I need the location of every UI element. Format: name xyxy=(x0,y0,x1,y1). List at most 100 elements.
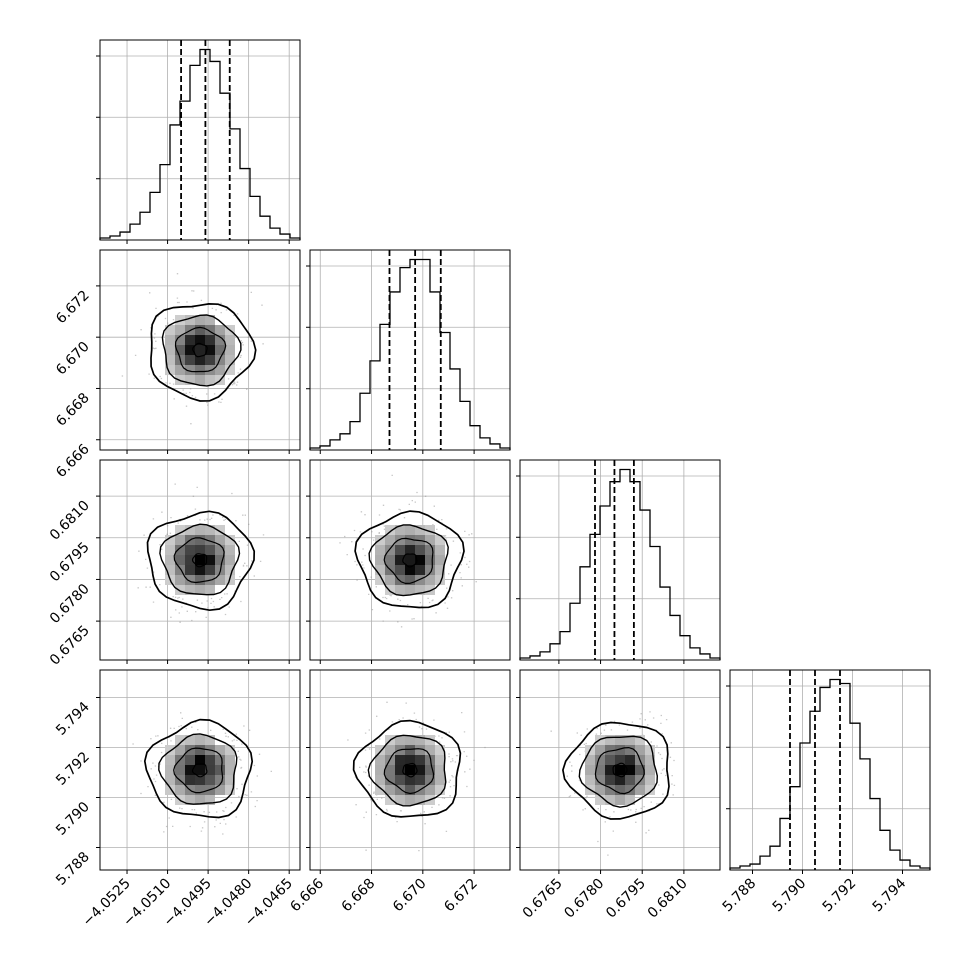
density-cell xyxy=(425,555,435,565)
scatter-points xyxy=(137,483,265,623)
density-cell xyxy=(215,755,225,765)
contour-line xyxy=(174,326,227,373)
density-cell xyxy=(385,785,395,795)
density-cell xyxy=(205,565,215,575)
density-cell xyxy=(195,565,205,575)
panel-background xyxy=(520,460,720,660)
density-cell xyxy=(435,745,445,755)
density-cell xyxy=(175,555,185,565)
density-cell xyxy=(175,525,185,535)
density-cell xyxy=(425,755,435,765)
density-cell xyxy=(425,775,435,785)
density-cell xyxy=(405,755,415,765)
density-cell xyxy=(385,555,395,565)
y-tick-label: 0.6810 xyxy=(47,498,93,544)
density-cell xyxy=(375,575,385,585)
density-cell xyxy=(185,755,195,765)
panel-frame xyxy=(99,249,301,451)
density-cell xyxy=(595,745,605,755)
density-cell xyxy=(395,585,405,595)
density-cell xyxy=(185,735,195,745)
density-cell xyxy=(375,755,385,765)
density-cell xyxy=(435,765,445,775)
y-tick-label: 5.790 xyxy=(53,799,93,839)
y-tick-label: 5.794 xyxy=(53,699,93,739)
density-cell xyxy=(195,795,205,805)
density-cell xyxy=(185,525,195,535)
density-cell xyxy=(165,335,175,345)
y-tick-label: 5.792 xyxy=(53,749,93,789)
density-cell xyxy=(625,735,635,745)
density-cell xyxy=(215,575,225,585)
density-cell xyxy=(205,735,215,745)
density-cell xyxy=(375,775,385,785)
density-cell xyxy=(615,795,625,805)
density-cell xyxy=(625,765,635,775)
density-cell xyxy=(385,765,395,775)
density-cell xyxy=(165,535,175,545)
density-cell xyxy=(415,585,425,595)
density-cell xyxy=(165,325,175,335)
density-cell xyxy=(615,735,625,745)
contour-line xyxy=(191,763,208,778)
contour-line xyxy=(143,718,254,819)
density-cell xyxy=(585,775,595,785)
contour-line xyxy=(612,762,628,778)
density-cell xyxy=(395,525,405,535)
density-cell xyxy=(195,325,205,335)
panel-frame xyxy=(99,669,301,871)
density-cell xyxy=(595,785,605,795)
density-cell xyxy=(215,785,225,795)
density-cell xyxy=(195,375,205,385)
density-cell xyxy=(215,325,225,335)
x-tick-label: 0.6795 xyxy=(603,876,649,922)
density-cell xyxy=(165,775,175,785)
density-cell xyxy=(185,775,195,785)
density-cell xyxy=(185,315,195,325)
panel-background xyxy=(310,250,510,450)
density-cell xyxy=(205,765,215,775)
density-cell xyxy=(415,565,425,575)
density-cell xyxy=(425,565,435,575)
y-tick-label: 6.668 xyxy=(53,390,93,430)
density-cell xyxy=(185,555,195,565)
x-tick-label: 5.788 xyxy=(720,876,760,916)
density-cell xyxy=(435,755,445,765)
density-cell xyxy=(195,545,205,555)
density-cell xyxy=(615,755,625,765)
y-tick-label: 5.788 xyxy=(53,849,93,889)
contour-line xyxy=(402,553,418,568)
density-cell xyxy=(395,545,405,555)
density-cell xyxy=(175,325,185,335)
density-cell xyxy=(185,565,195,575)
contour-line xyxy=(159,523,241,596)
density-cell xyxy=(165,545,175,555)
density-cell xyxy=(195,735,205,745)
density-cell xyxy=(165,555,175,565)
density-cell xyxy=(625,755,635,765)
density-cell xyxy=(405,765,415,775)
density-cell xyxy=(225,355,235,365)
density-cell xyxy=(625,785,635,795)
density-cell xyxy=(185,375,195,385)
density-cell xyxy=(415,795,425,805)
contour-line xyxy=(594,746,645,795)
density-cell xyxy=(635,775,645,785)
density-cell xyxy=(425,765,435,775)
contour-line xyxy=(368,524,449,597)
density-cell xyxy=(435,575,445,585)
density-cell xyxy=(395,575,405,585)
density-cell xyxy=(425,735,435,745)
x-tick-label: 0.6765 xyxy=(520,876,566,922)
contour-line xyxy=(354,510,465,609)
density-cell xyxy=(415,765,425,775)
density-cell xyxy=(195,335,205,345)
density-cell xyxy=(395,795,405,805)
density-cell xyxy=(175,345,185,355)
density-cell xyxy=(175,785,185,795)
contour-line xyxy=(383,748,435,795)
x-tick-label: 5.792 xyxy=(820,876,860,916)
density-cell xyxy=(195,755,205,765)
panel-background xyxy=(100,40,300,240)
